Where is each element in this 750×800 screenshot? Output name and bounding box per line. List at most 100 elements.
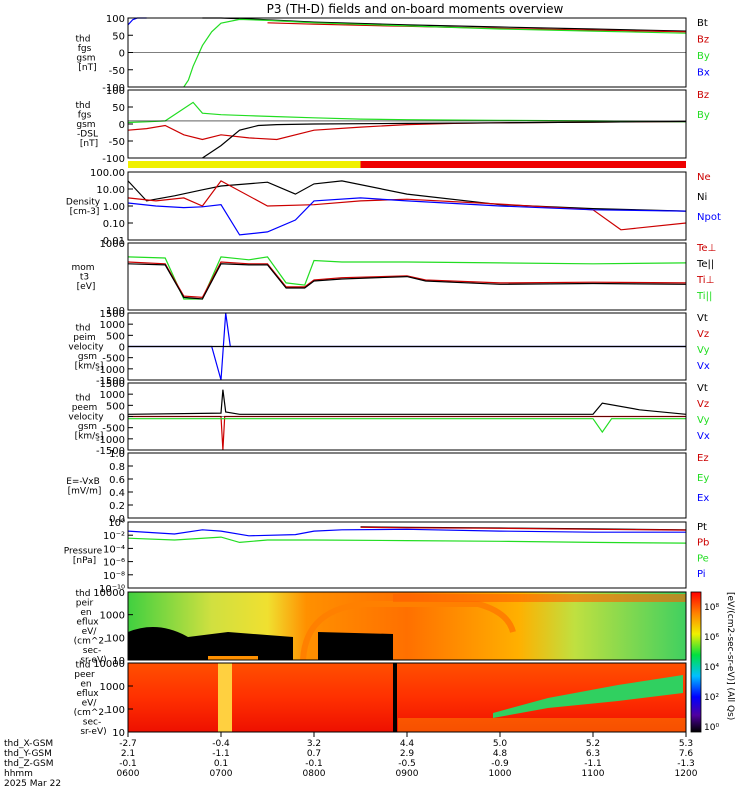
y-axis-label: peem — [72, 403, 98, 413]
y-axis-label: [nPa] — [73, 556, 96, 566]
series-line-Bz — [127, 120, 687, 141]
y-axis-label: thd — [76, 394, 91, 404]
spectrogram-feature — [398, 718, 686, 732]
y-tick-label: 100 — [106, 633, 125, 644]
legend-Vy: Vy — [697, 415, 710, 426]
series-line-Vy — [128, 418, 686, 434]
y-axis-label: -DSL — [77, 130, 98, 140]
y-tick-label: 10000 — [93, 588, 125, 599]
y-tick-label: 1.00 — [103, 202, 125, 213]
y-tick-label: -1500 — [96, 446, 125, 457]
panel-frame — [127, 242, 687, 311]
legend-Vx: Vx — [697, 431, 710, 442]
x-tick-label-hhmm: 1100 — [582, 769, 605, 779]
y-tick-label: -1000 — [96, 365, 125, 376]
y-axis-label: E=-VxB — [66, 477, 100, 487]
x-tick-label-X: 4.4 — [400, 739, 415, 749]
y-axis-label: sr-eV) — [80, 727, 106, 737]
y-tick-label: 10⁻⁶ — [103, 558, 125, 569]
series-line-Bx — [127, 17, 147, 26]
y-axis-label: peim — [73, 333, 96, 343]
colorbar-tick-label: 10⁸ — [704, 603, 719, 613]
y-axis-label: eflux — [76, 689, 99, 699]
x-axis-row-label: thd_Z-GSM — [4, 759, 53, 769]
x-axis-row-label: thd_Y-GSM — [4, 749, 52, 759]
y-tick-label: -100 — [102, 154, 125, 165]
y-tick-label: -100 — [102, 83, 125, 94]
y-tick-label: 0.10 — [103, 219, 125, 230]
legend-Ey: Ey — [697, 473, 709, 484]
legend-Npot: Npot — [697, 212, 721, 223]
y-tick-label: 10⁻¹⁰ — [99, 584, 125, 595]
spectrogram-electron-band — [493, 675, 683, 718]
legend-Ez: Ez — [697, 453, 709, 464]
y-tick-label: -500 — [102, 424, 125, 435]
y-tick-label: 1000 — [100, 611, 125, 622]
x-tick-label-Z: -1.1 — [584, 759, 602, 769]
series-line-Vt — [127, 389, 687, 415]
series-line-Pb — [360, 526, 687, 531]
legend-Te||: Te|| — [696, 259, 714, 270]
legend-Bx: Bx — [697, 67, 710, 78]
y-axis-label: fgs — [78, 111, 92, 121]
series-line-Bt — [202, 17, 687, 32]
y-tick-label: 500 — [106, 401, 125, 412]
y-tick-label: 1000 — [100, 682, 125, 693]
colorbar-tick-label: 10⁴ — [704, 663, 719, 673]
x-tick-label-X: 3.2 — [307, 739, 321, 749]
spectrogram-ion-band — [300, 601, 516, 661]
y-tick-label: 100 — [106, 705, 125, 716]
legend-Pe: Pe — [697, 553, 709, 564]
x-tick-label-X: 5.3 — [679, 739, 693, 749]
series-line-Ti|| — [127, 256, 687, 300]
y-axis-label: t3 — [80, 273, 89, 283]
y-tick-label: 0.8 — [109, 462, 125, 473]
panel-density: 100.00 10.00 1.00 0.10 0.01 Density[cm-3] Ne Ni… — [66, 168, 721, 247]
panel-frame — [127, 591, 687, 661]
x-axis-row-label: hhmm — [4, 769, 33, 779]
y-axis-label: Pressure — [64, 546, 103, 556]
spectrogram-feature — [208, 656, 258, 660]
series-line-Bz — [267, 22, 687, 33]
series-line-Npot — [127, 197, 687, 236]
y-tick-label: 1000 — [100, 320, 125, 331]
y-tick-label: -50 — [109, 66, 125, 77]
y-axis-label: [nT] — [78, 63, 96, 73]
y-tick-label: 0 — [119, 343, 125, 354]
y-tick-label: 0 — [119, 49, 125, 60]
legend-Ni: Ni — [697, 192, 707, 203]
y-axis-label: [cm-3] — [70, 207, 100, 217]
y-axis-label: peer — [74, 670, 95, 680]
x-tick-label-X: 5.2 — [586, 739, 600, 749]
y-axis-label: thd — [76, 589, 91, 599]
x-tick-label-X: -2.7 — [119, 739, 137, 749]
y-tick-label: 50 — [112, 31, 125, 42]
y-axis-label: thd — [76, 324, 91, 334]
x-tick-label-X: 5.0 — [493, 739, 508, 749]
y-axis-label: thd — [76, 660, 91, 670]
y-axis-label: en — [80, 679, 91, 689]
x-axis-row-label: 2025 Mar 22 — [4, 779, 61, 789]
y-axis-label: fgs — [78, 44, 92, 54]
legend-Vz: Vz — [697, 399, 709, 410]
x-tick-label-Y: 2.1 — [121, 749, 135, 759]
y-axis-label: eV/ — [82, 627, 98, 637]
series-line-By — [183, 18, 687, 88]
panel-frame — [127, 452, 687, 519]
panel-pressure: 10⁰ 10⁻² 10⁻⁴ 10⁻⁶ 10⁻⁸ 10⁻¹⁰ Pressure[nPa] Pt P… — [64, 518, 710, 595]
y-tick-label: 500 — [106, 331, 125, 342]
y-axis-label: en — [80, 608, 91, 618]
colorbar-tick-label: 10² — [704, 693, 719, 703]
colorbar-label: [eV/(cm2-sec-sr-eV)] (All Qs) — [725, 592, 735, 720]
y-tick-label: 0.2 — [109, 501, 125, 512]
y-axis-label: (cm^2- — [74, 636, 108, 646]
y-tick-label: 10000 — [93, 659, 125, 670]
x-tick-label-Z: -0.9 — [491, 759, 509, 769]
mode-bar-segment — [360, 161, 686, 168]
y-tick-label: 1000 — [100, 390, 125, 401]
y-tick-label: 10⁰ — [108, 518, 125, 529]
y-tick-label: -500 — [102, 354, 125, 365]
